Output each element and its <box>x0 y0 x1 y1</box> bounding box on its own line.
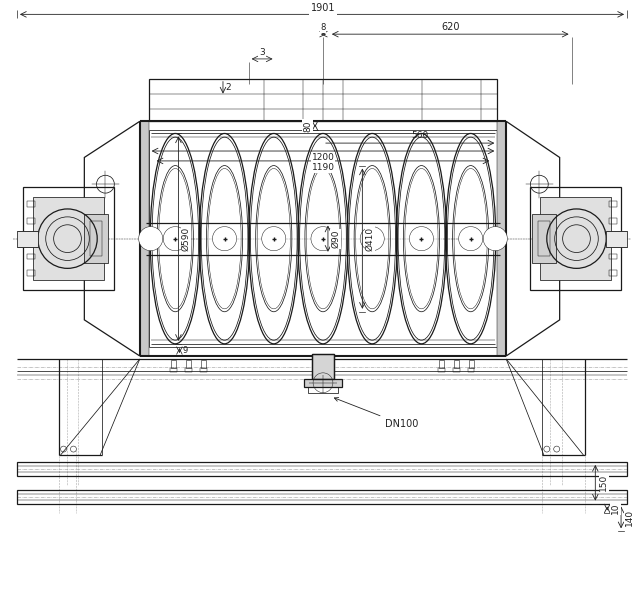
Circle shape <box>311 227 335 251</box>
Bar <box>606 231 627 247</box>
Bar <box>304 379 342 386</box>
Bar <box>530 187 621 290</box>
Bar <box>439 360 444 368</box>
Text: 150: 150 <box>600 474 609 491</box>
Circle shape <box>213 227 236 251</box>
Bar <box>27 271 35 276</box>
Text: 10: 10 <box>611 503 620 514</box>
Bar <box>454 360 459 368</box>
Text: 140: 140 <box>625 509 634 526</box>
Bar <box>312 354 334 379</box>
Circle shape <box>459 227 483 251</box>
Bar <box>453 368 460 372</box>
Text: Ø590: Ø590 <box>182 227 191 251</box>
Bar <box>200 368 207 372</box>
Bar <box>33 197 104 280</box>
Bar <box>201 360 206 368</box>
Text: 1901: 1901 <box>311 4 336 13</box>
Circle shape <box>483 227 507 251</box>
Bar <box>140 121 149 356</box>
Bar <box>27 201 35 207</box>
Text: Ø410: Ø410 <box>365 227 374 251</box>
Circle shape <box>164 227 187 251</box>
Bar <box>609 271 617 276</box>
Text: 620: 620 <box>441 22 459 32</box>
Text: 1200: 1200 <box>312 153 334 162</box>
Bar <box>17 462 627 476</box>
Bar <box>538 221 550 256</box>
Circle shape <box>410 227 433 251</box>
Text: 3: 3 <box>260 48 265 57</box>
Bar <box>171 368 178 372</box>
Circle shape <box>138 227 163 251</box>
Bar <box>17 490 627 503</box>
Bar <box>90 221 102 256</box>
Text: Ø90: Ø90 <box>331 229 340 248</box>
Bar <box>186 360 191 368</box>
Bar <box>532 214 556 263</box>
Bar <box>84 214 108 263</box>
Bar <box>468 368 475 372</box>
Bar <box>497 121 506 356</box>
Bar <box>438 368 445 372</box>
Bar <box>308 386 338 392</box>
Text: 8: 8 <box>320 23 326 32</box>
Bar <box>540 197 611 280</box>
Bar <box>609 218 617 224</box>
Bar <box>171 360 176 368</box>
Bar <box>27 218 35 224</box>
Bar <box>23 187 114 290</box>
Bar <box>312 354 334 379</box>
Text: 2: 2 <box>225 83 231 92</box>
Bar <box>17 231 38 247</box>
Text: 1190: 1190 <box>312 163 334 172</box>
Bar <box>469 360 473 368</box>
Text: 560: 560 <box>412 131 429 140</box>
Circle shape <box>261 227 286 251</box>
Bar <box>609 201 617 207</box>
Text: 80: 80 <box>303 120 312 131</box>
Bar <box>27 254 35 259</box>
Bar <box>185 368 193 372</box>
Text: 9: 9 <box>182 346 187 355</box>
Bar <box>609 254 617 259</box>
Bar <box>149 79 497 121</box>
Circle shape <box>360 227 384 251</box>
Text: DN100: DN100 <box>334 398 419 430</box>
